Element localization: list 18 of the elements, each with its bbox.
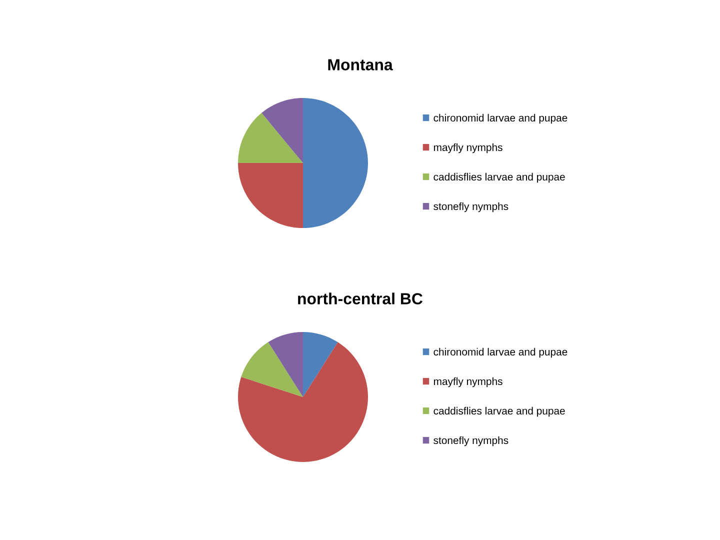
legend-label: chironomid larvae and pupae bbox=[434, 348, 568, 358]
pie-slice bbox=[238, 163, 303, 228]
legend-label: stonefly nymphs bbox=[434, 436, 508, 446]
legend-label: stonefly nymphs bbox=[434, 202, 508, 212]
legend-label: chironomid larvae and pupae bbox=[434, 114, 568, 124]
pie-slice bbox=[303, 98, 368, 228]
legend-label: mayfly nymphs bbox=[434, 377, 502, 388]
chart-title: north-central BC bbox=[298, 292, 423, 304]
pie-slice bbox=[262, 98, 303, 163]
pie-slice bbox=[268, 332, 303, 397]
pie-slice bbox=[238, 112, 303, 163]
pie-slice bbox=[303, 332, 338, 397]
pie-slice bbox=[241, 342, 303, 397]
legend-label: mayfly nymphs bbox=[434, 143, 502, 154]
legend-label: caddisflies larvae and pupae bbox=[434, 406, 565, 417]
chart-title: Montana bbox=[328, 59, 393, 70]
legend-label: caddisflies larvae and pupae bbox=[434, 172, 565, 183]
pie-slice bbox=[238, 342, 368, 462]
